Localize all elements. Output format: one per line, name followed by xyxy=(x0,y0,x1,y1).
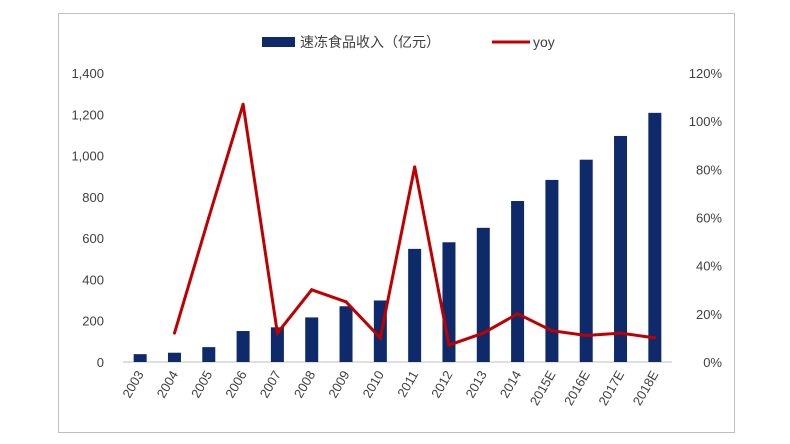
x-axis: 2003 2004 2005 2006 2007 2008 2009 2010 2011 2012… xyxy=(119,361,672,408)
y-right-tick-label: 120% xyxy=(689,66,723,81)
bar xyxy=(579,159,593,362)
x-tick-label: 2014 xyxy=(497,368,524,401)
bar xyxy=(133,354,147,362)
bar xyxy=(408,248,422,362)
yoy-point xyxy=(413,165,417,169)
yoy-point xyxy=(275,331,279,335)
x-tick-label: 2006 xyxy=(222,368,249,401)
bar xyxy=(236,331,250,362)
legend-bar-label: 速冻食品收入（亿元） xyxy=(300,34,440,50)
y-axis-left: 0 200 400 600 800 1,000 1,200 1,400 xyxy=(71,66,104,370)
x-tick-label: 2013 xyxy=(462,368,489,401)
x-tick-label: 2011 xyxy=(394,368,421,400)
y-left-tick-label: 0 xyxy=(97,355,104,370)
y-right-tick-label: 0% xyxy=(703,355,722,370)
bar xyxy=(305,317,319,362)
yoy-point xyxy=(344,300,348,304)
x-tick-label: 2010 xyxy=(359,368,386,401)
bar xyxy=(614,135,628,362)
bar-series xyxy=(133,112,662,362)
legend: 速冻食品收入（亿元） yoy xyxy=(262,34,555,50)
yoy-point xyxy=(516,312,520,316)
y-left-tick-label: 800 xyxy=(82,190,104,205)
bar xyxy=(545,179,559,362)
y-left-tick-label: 1,200 xyxy=(71,107,104,122)
y-right-tick-label: 40% xyxy=(696,259,722,274)
x-tick-label: 2005 xyxy=(188,368,215,401)
x-tick-label: 2017E xyxy=(595,368,627,408)
yoy-point xyxy=(378,336,382,340)
line-series xyxy=(172,102,657,348)
yoy-point xyxy=(172,331,176,335)
yoy-point xyxy=(207,216,211,219)
chart-frame xyxy=(58,13,735,433)
legend-bar-swatch xyxy=(262,37,295,47)
bar xyxy=(270,327,284,362)
x-tick-label: 2007 xyxy=(257,368,284,401)
x-tick-label: 2003 xyxy=(119,368,146,401)
y-left-tick-label: 400 xyxy=(82,272,104,287)
bar xyxy=(339,306,353,362)
bar xyxy=(202,347,216,362)
yoy-point xyxy=(584,334,588,338)
bar xyxy=(648,112,662,362)
bar xyxy=(167,352,181,362)
legend-line-label: yoy xyxy=(533,34,555,50)
yoy-point xyxy=(241,102,245,106)
y-right-tick-label: 80% xyxy=(696,162,722,177)
yoy-point xyxy=(550,329,554,333)
y-left-tick-label: 1,000 xyxy=(71,149,104,164)
y-left-tick-label: 600 xyxy=(82,231,104,246)
y-left-tick-label: 200 xyxy=(82,314,104,329)
yoy-point xyxy=(619,331,623,335)
x-tick-label: 2016E xyxy=(561,368,593,408)
yoy-point xyxy=(310,288,314,292)
yoy-point xyxy=(447,343,451,347)
y-left-tick-label: 1,400 xyxy=(71,66,104,81)
bar xyxy=(511,200,525,362)
yoy-point xyxy=(481,331,485,335)
y-right-tick-label: 60% xyxy=(696,211,722,226)
y-axis-right: 0% 20% 40% 60% 80% 100% 120% xyxy=(689,66,723,370)
x-tick-label: 2009 xyxy=(325,368,352,401)
y-right-tick-label: 100% xyxy=(689,114,723,129)
x-tick-label: 2018E xyxy=(630,368,662,408)
bar xyxy=(476,227,490,362)
x-tick-label: 2004 xyxy=(154,368,181,401)
x-tick-label: 2008 xyxy=(291,368,318,401)
x-tick-label: 2015E xyxy=(527,368,559,408)
x-tick-label: 2012 xyxy=(428,368,455,401)
y-right-tick-label: 20% xyxy=(696,307,722,322)
yoy-point xyxy=(653,336,657,340)
